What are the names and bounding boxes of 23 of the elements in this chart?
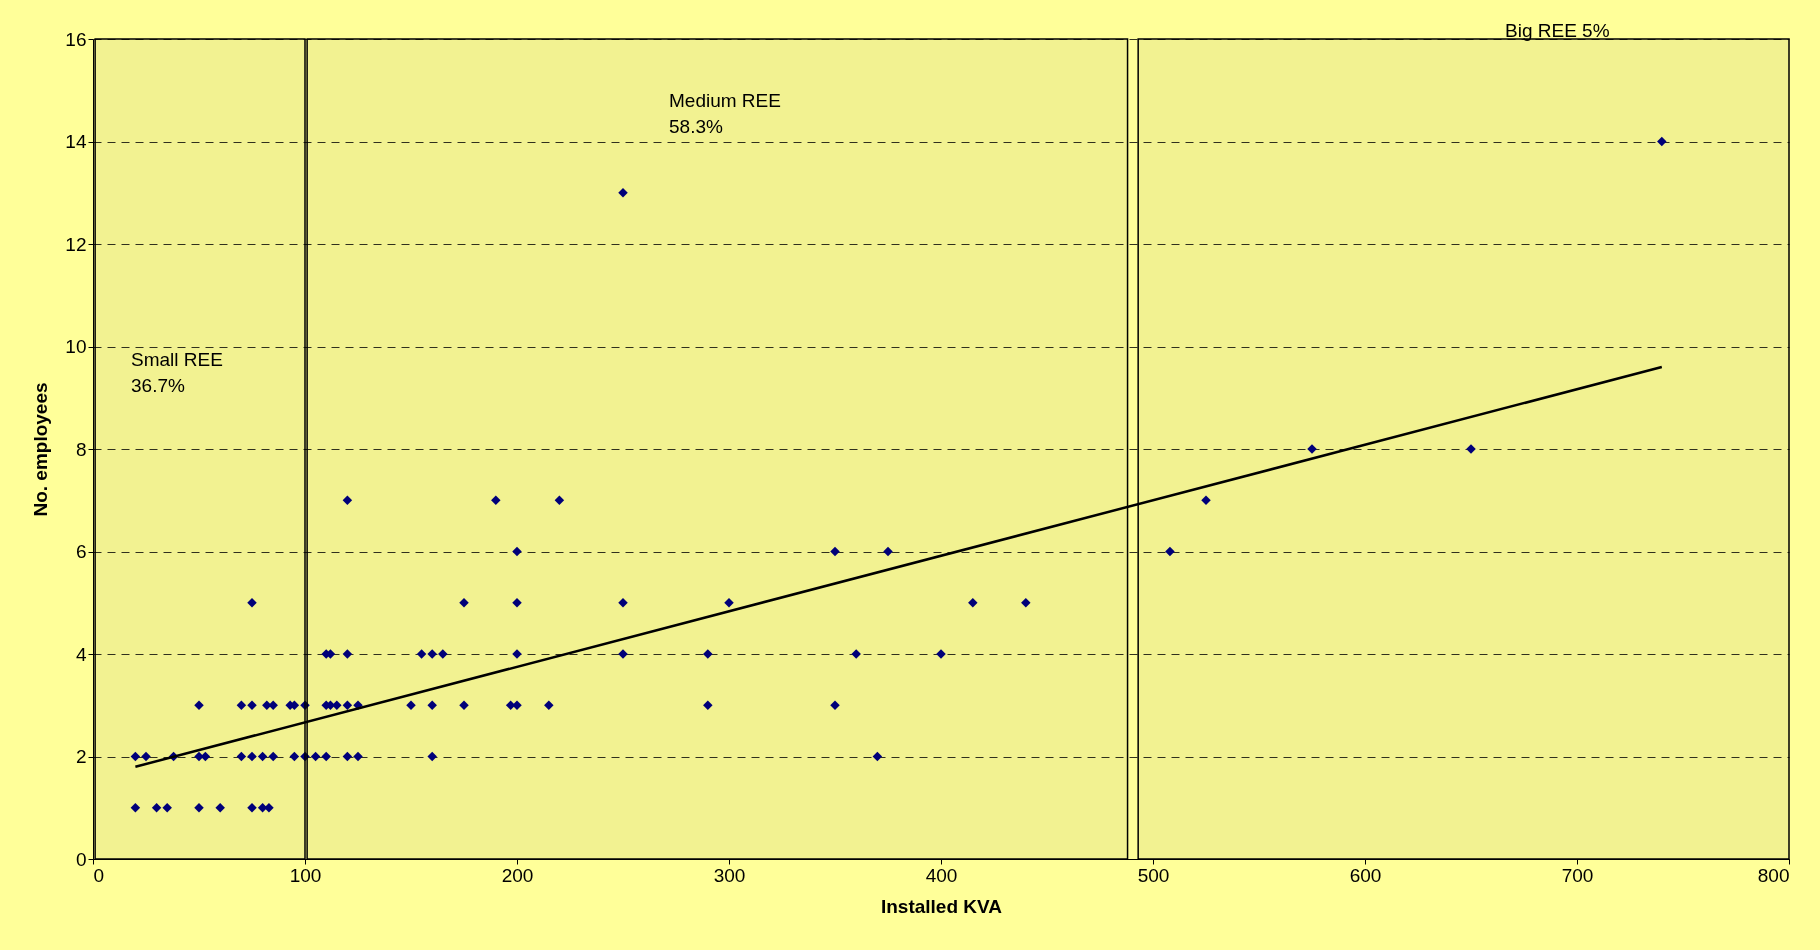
x-axis-title: Installed KVA — [880, 895, 1003, 917]
annotation: Big REE 5% — [1505, 20, 1610, 41]
y-tick-label: 10 — [65, 336, 87, 357]
y-tick-label: 0 — [75, 848, 87, 870]
y-tick-label: 8 — [75, 438, 87, 460]
y-tick-label: 4 — [75, 643, 87, 665]
x-tick-label: 700 — [1561, 864, 1594, 886]
x-tick-label: 0 — [93, 864, 105, 886]
x-tick-label: 100 — [289, 864, 322, 886]
y-axis-title: No. employees — [30, 382, 52, 517]
y-tick-label: 16 — [65, 28, 87, 50]
y-tick-label: 2 — [75, 746, 87, 767]
y-tick-label: 6 — [75, 541, 87, 562]
x-tick-label: 600 — [1349, 864, 1382, 886]
y-tick-label: 12 — [65, 233, 87, 255]
y-tick-label: 14 — [65, 131, 87, 152]
annotation: Small REE 36.7% — [131, 349, 223, 396]
x-tick-label: 300 — [713, 864, 746, 886]
x-tick-label: 800 — [1757, 864, 1790, 886]
x-tick-label: 500 — [1137, 864, 1170, 886]
x-tick-label: 200 — [501, 864, 534, 886]
annotation: Medium REE 58.3% — [669, 90, 781, 137]
x-tick-label: 400 — [925, 864, 958, 886]
